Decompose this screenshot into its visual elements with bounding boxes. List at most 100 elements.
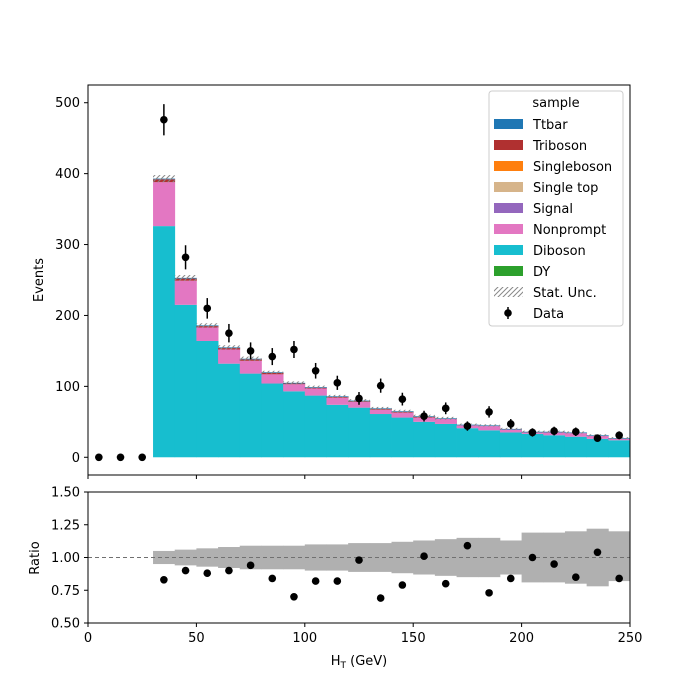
main-ytick-label-1: 100 xyxy=(55,380,80,395)
main-ytick-label-3: 300 xyxy=(55,238,80,253)
bar-diboson-bin-21 xyxy=(543,435,566,458)
legend-entry-signal: Signal xyxy=(494,202,573,217)
main-axes-frame xyxy=(87,84,631,476)
bar-nonprompt-bin-16 xyxy=(434,418,457,424)
legend-swatch-ttbar xyxy=(494,119,523,129)
bar-diboson-bin-6 xyxy=(218,363,241,458)
stat-unc-bin-16 xyxy=(434,416,457,420)
main-ytick-label-5: 500 xyxy=(55,96,80,111)
legend-label-stat-unc: Stat. Unc. xyxy=(533,286,597,301)
main-ytick-label-2: 200 xyxy=(55,309,80,324)
ratio-point-6 xyxy=(225,566,233,575)
ratio-point-13 xyxy=(376,594,385,602)
ratio-point-22 xyxy=(572,573,580,581)
ratio-band-bin-21 xyxy=(543,532,566,583)
ratio-point-19 xyxy=(506,574,515,583)
ratio-points xyxy=(160,541,623,602)
stat-unc-bin-18 xyxy=(478,424,500,427)
data-point-10 xyxy=(311,366,320,375)
xtick-label-5: 250 xyxy=(618,631,643,646)
main-ytick-label-4: 400 xyxy=(55,167,80,182)
data-point-13 xyxy=(376,381,385,390)
data-point-6 xyxy=(225,329,233,337)
data-points xyxy=(95,104,623,462)
stat-unc-bin-11 xyxy=(326,394,349,398)
bar-diboson-bin-16 xyxy=(434,423,457,458)
ratio-band-bin-22 xyxy=(564,531,588,584)
bar-nonprompt-bin-9 xyxy=(283,384,306,392)
x-axis-label-subscript: T xyxy=(340,661,347,671)
legend-label-nonprompt: Nonprompt xyxy=(533,223,606,238)
ratio-ytick-label-3: 1.25 xyxy=(51,518,80,533)
ratio-y-ticks: 0.50 0.75 1.00 1.25 1.50 xyxy=(51,486,88,632)
bar-nonprompt-bin-18 xyxy=(478,426,501,431)
xtick-label-2: 100 xyxy=(292,631,317,646)
bar-diboson-bin-14 xyxy=(391,417,414,458)
bar-nonprompt-bin-3 xyxy=(153,182,176,227)
xtick-label-0: 0 xyxy=(84,631,92,646)
ratio-ytick-label-2: 1.00 xyxy=(51,551,80,566)
ratio-point-5 xyxy=(203,569,212,578)
ratio-point-17 xyxy=(463,541,472,550)
bar-nonprompt-bin-11 xyxy=(326,397,349,405)
ratio-band-bin-3 xyxy=(153,550,176,565)
ratio-point-21 xyxy=(550,560,558,568)
bar-diboson-bin-5 xyxy=(196,340,219,458)
legend-entry-triboson: Triboson xyxy=(494,139,587,154)
bar-nonprompt-bin-6 xyxy=(218,349,241,364)
bar-diboson-bin-13 xyxy=(369,414,392,458)
data-point-18 xyxy=(485,408,493,416)
xtick-label-3: 150 xyxy=(401,631,426,646)
bar-nonprompt-bin-24 xyxy=(608,438,631,441)
bar-nonprompt-bin-13 xyxy=(369,409,392,415)
stat-unc-bin-14 xyxy=(391,409,414,413)
bar-diboson-bin-18 xyxy=(478,430,501,458)
legend-label-data: Data xyxy=(533,307,564,322)
ratio-band-bin-13 xyxy=(369,543,392,572)
ratio-point-15 xyxy=(420,552,428,560)
bar-nonprompt-bin-4 xyxy=(174,280,197,305)
legend-entry-singleboson: Singleboson xyxy=(494,160,612,175)
ratio-ytick-label-0: 0.50 xyxy=(51,617,80,632)
legend-label-diboson: Diboson xyxy=(533,244,586,259)
ratio-band-bin-4 xyxy=(174,549,197,566)
data-point-19 xyxy=(506,420,515,428)
data-point-1 xyxy=(116,453,125,462)
legend-swatch-singleboson xyxy=(494,161,523,171)
ratio-plot-area: 0.50 0.75 1.00 1.25 1.50 0 50 100 150 200 250 Rat… xyxy=(28,486,642,672)
main-plot-area: 0 100 200 300 400 500 Events xyxy=(32,84,631,479)
legend-swatch-data xyxy=(504,309,512,317)
legend-entry-ttbar: Ttbar xyxy=(494,118,568,133)
bar-nonprompt-bin-8 xyxy=(261,374,284,384)
ratio-point-9 xyxy=(290,593,298,601)
legend-title: sample xyxy=(532,96,579,111)
legend-label-signal: Signal xyxy=(533,202,573,217)
ratio-band-bin-11 xyxy=(326,544,349,571)
stat-unc-bin-5 xyxy=(196,323,219,328)
legend-swatch-triboson xyxy=(494,140,523,150)
ratio-point-7 xyxy=(246,561,255,570)
data-point-2 xyxy=(138,453,146,462)
data-point-5 xyxy=(203,304,212,313)
data-point-17 xyxy=(463,422,472,430)
stat-unc-bin-6 xyxy=(218,345,240,350)
data-point-7 xyxy=(246,347,255,355)
ratio-point-3 xyxy=(160,575,168,584)
x-axis-label: HT (GeV) xyxy=(331,654,388,671)
bar-nonprompt-bin-10 xyxy=(304,388,327,396)
stat-unc-bin-3 xyxy=(153,175,175,183)
data-point-4 xyxy=(181,253,190,262)
bar-diboson-bin-19 xyxy=(499,432,522,458)
legend-label-dy: DY xyxy=(533,265,550,280)
legend: sample Ttbar Triboson Singleboson Single to… xyxy=(488,90,624,327)
stat-unc-bin-19 xyxy=(499,427,522,430)
ratio-point-24 xyxy=(615,574,623,583)
ratio-point-8 xyxy=(268,574,277,583)
bar-nonprompt-bin-19 xyxy=(499,429,522,433)
bar-diboson-bin-24 xyxy=(608,440,631,458)
bar-diboson-bin-9 xyxy=(283,391,306,458)
bar-diboson-bin-3 xyxy=(153,226,176,458)
ratio-band-bin-23 xyxy=(586,528,609,587)
x-axis-label-unit: (GeV) xyxy=(346,654,387,669)
